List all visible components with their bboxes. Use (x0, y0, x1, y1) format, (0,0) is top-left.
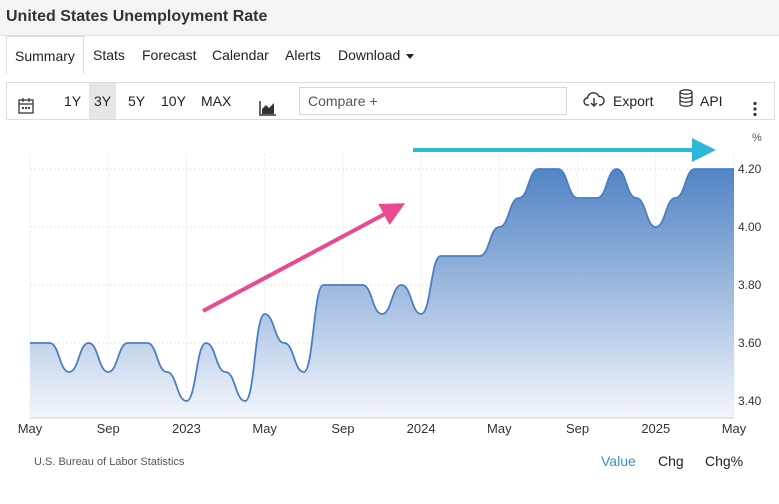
data-point (654, 226, 657, 229)
view-chg-button[interactable]: Chg (658, 453, 684, 469)
export-button[interactable]: Export (583, 83, 653, 119)
data-point (87, 342, 90, 345)
tab-forecast[interactable]: Forecast (142, 47, 197, 63)
data-source-label: U.S. Bureau of Labor Statistics (34, 456, 185, 468)
data-point (478, 255, 481, 258)
data-point (322, 284, 325, 287)
data-point (674, 197, 677, 200)
x-tick-label: Sep (331, 421, 354, 436)
chevron-down-icon (406, 53, 415, 59)
y-tick-label: 4.20 (738, 162, 762, 176)
y-unit-label: % (752, 132, 762, 144)
x-tick-label: 2023 (172, 421, 201, 436)
range-10y-button[interactable]: 10Y (161, 93, 186, 109)
data-point (557, 168, 560, 171)
area-chart-icon[interactable] (259, 93, 277, 116)
data-point (107, 371, 110, 374)
data-point (733, 168, 736, 171)
data-point (517, 197, 520, 200)
data-point (283, 342, 286, 345)
pink-upward-arrow (202, 203, 406, 313)
unemployment-area-chart: 3.40 3.60 3.80 4.00 4.20% May Sep 2023 May Sep 202… (18, 132, 762, 436)
data-point (537, 168, 540, 171)
data-point (341, 284, 344, 287)
y-tick-label: 3.60 (738, 336, 762, 350)
range-3y-button[interactable]: 3Y (89, 83, 117, 119)
range-5y-button[interactable]: 5Y (128, 93, 146, 109)
compare-input[interactable] (299, 87, 567, 115)
api-button[interactable]: API (679, 83, 723, 119)
data-point (693, 168, 696, 171)
data-point (68, 371, 71, 374)
tab-stats[interactable]: Stats (93, 47, 125, 63)
x-tick-label: 2024 (407, 421, 436, 436)
data-point (615, 168, 618, 171)
tab-alerts[interactable]: Alerts (285, 47, 321, 63)
series-area-fill (30, 169, 734, 418)
page-title: United States Unemployment Rate (6, 8, 268, 25)
data-point (596, 197, 599, 200)
data-point (498, 226, 501, 229)
data-point (381, 313, 384, 316)
database-icon (679, 84, 693, 120)
data-point (244, 400, 247, 403)
data-point (48, 342, 51, 345)
y-tick-label: 3.80 (738, 278, 762, 292)
y-tick-label: 4.00 (738, 220, 762, 234)
data-point (185, 400, 188, 403)
range-max-button[interactable]: MAX (201, 93, 232, 109)
data-point (576, 197, 579, 200)
view-value-button[interactable]: Value (601, 453, 636, 469)
data-point (400, 284, 403, 287)
x-tick-label: May (18, 421, 43, 436)
cloud-download-icon (583, 84, 605, 120)
tab-download[interactable]: Download (338, 36, 415, 74)
data-point (29, 342, 32, 345)
x-tick-label: May (722, 421, 747, 436)
data-point (146, 342, 149, 345)
data-point (713, 168, 716, 171)
vertical-ellipsis-icon[interactable] (752, 94, 758, 117)
data-point (224, 371, 227, 374)
data-point (361, 284, 364, 287)
x-tick-label: Sep (97, 421, 120, 436)
data-point (635, 197, 638, 200)
tab-download-label: Download (338, 47, 401, 63)
x-tick-label: May (252, 421, 277, 436)
x-tick-label: Sep (566, 421, 589, 436)
data-point (165, 371, 168, 374)
export-label: Export (613, 93, 654, 109)
data-point (439, 255, 442, 258)
data-point (459, 255, 462, 258)
tab-summary[interactable]: Summary (6, 36, 84, 74)
data-point (126, 342, 129, 345)
tab-bar: Summary Stats Forecast Calendar Alerts D… (0, 36, 779, 74)
title-bar: United States Unemployment Rate (0, 0, 779, 36)
series-line (30, 168, 734, 402)
x-tick-label: May (487, 421, 512, 436)
api-label: API (700, 93, 723, 109)
chart-toolbar: 1Y 3Y 5Y 10Y MAX Export API (6, 82, 775, 120)
data-point (420, 313, 423, 316)
calendar-icon[interactable] (17, 92, 35, 114)
tab-calendar[interactable]: Calendar (212, 47, 269, 63)
data-point (302, 371, 305, 374)
data-point (205, 342, 208, 345)
view-chg-pct-button[interactable]: Chg% (705, 453, 744, 469)
x-tick-label: 2025 (641, 421, 670, 436)
y-tick-label: 3.40 (738, 394, 762, 408)
data-point (263, 313, 266, 316)
range-1y-button[interactable]: 1Y (64, 93, 82, 109)
